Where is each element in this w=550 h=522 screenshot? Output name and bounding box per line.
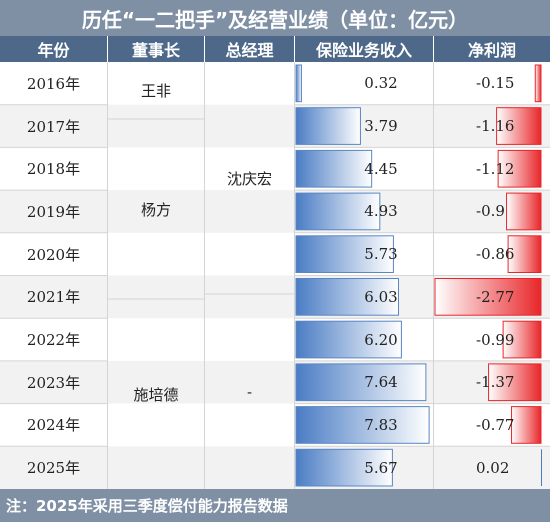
- header-net-profit: 净利润: [434, 36, 550, 62]
- net-profit-value: -0.9: [476, 202, 505, 221]
- revenue-value: 0.32: [364, 74, 398, 93]
- revenue-bar: [295, 363, 427, 402]
- year-cell: 2017年: [26, 117, 81, 136]
- table-title: 历任“一二把手”及经营业绩（单位：亿元）: [0, 0, 550, 36]
- year-cell: 2024年: [26, 416, 81, 435]
- header-revenue: 保险业务收入: [295, 36, 433, 62]
- net-profit-bar: [497, 149, 542, 188]
- revenue-bar: [295, 320, 402, 359]
- year-cell: 2020年: [26, 245, 81, 264]
- net-profit-value: -0.77: [476, 415, 515, 434]
- row-stripe: [0, 104, 550, 148]
- net-profit-bar: [434, 278, 542, 316]
- year-cell: 2025年: [26, 459, 81, 478]
- revenue-value: 6.03: [364, 287, 398, 306]
- net-profit-bar: [511, 406, 542, 444]
- row-stripe: [0, 360, 550, 404]
- revenue-value: 7.83: [364, 415, 398, 434]
- chairman-3: 施培德: [133, 385, 179, 404]
- net-profit-value: -2.77: [476, 287, 515, 306]
- revenue-bar: [295, 406, 430, 444]
- net-profit-value: -1.12: [476, 159, 515, 178]
- revenue-value: 6.20: [364, 330, 398, 349]
- revenue-value: 4.45: [364, 159, 398, 178]
- header-chairman: 董事长: [108, 36, 204, 62]
- row-stripe: [0, 446, 550, 489]
- net-profit-value: -0.15: [476, 74, 515, 93]
- net-profit-bar: [496, 107, 542, 145]
- revenue-bar: [295, 107, 361, 145]
- year-cell: 2023年: [26, 373, 81, 392]
- header-year: 年份: [0, 36, 107, 62]
- revenue-bar: [295, 235, 394, 274]
- net-profit-bar: [541, 449, 542, 486]
- revenue-bar: [295, 192, 381, 231]
- net-profit-value: 0.02: [476, 458, 510, 477]
- net-profit-bar: [488, 363, 542, 402]
- year-cell: 2018年: [26, 160, 81, 179]
- revenue-bar: [295, 448, 393, 487]
- year-cell: 2022年: [26, 331, 81, 350]
- revenue-bar: [295, 64, 302, 103]
- net-profit-value: -0.86: [476, 245, 515, 264]
- revenue-bar: [295, 149, 373, 188]
- net-profit-bar: [502, 320, 542, 359]
- net-profit-bar: [507, 235, 542, 274]
- year-cell: 2019年: [26, 202, 81, 221]
- revenue-value: 7.64: [364, 373, 398, 392]
- revenue-value: 4.93: [364, 202, 398, 221]
- revenue-value: 3.79: [364, 117, 398, 136]
- row-stripe: [0, 190, 550, 233]
- chairman-2: 杨方: [140, 200, 171, 219]
- general-manager-2: -: [246, 382, 253, 401]
- net-profit-bar: [534, 64, 542, 103]
- net-profit-value: -1.37: [476, 373, 515, 392]
- revenue-bar: [295, 278, 400, 316]
- net-profit-value: -1.16: [476, 117, 515, 136]
- net-profit-value: -0.99: [476, 330, 515, 349]
- net-profit-bar: [506, 192, 542, 231]
- header-general-manager: 总经理: [205, 36, 294, 62]
- year-cell: 2021年: [26, 288, 81, 307]
- chairman-1: 王非: [140, 82, 171, 100]
- year-cell: 2016年: [26, 74, 81, 93]
- revenue-value: 5.73: [364, 245, 398, 264]
- general-manager-1: 沈庆宏: [226, 169, 272, 188]
- revenue-value: 5.67: [364, 458, 398, 477]
- footnote: 注：2025年采用三季度偿付能力报告数据: [0, 489, 550, 522]
